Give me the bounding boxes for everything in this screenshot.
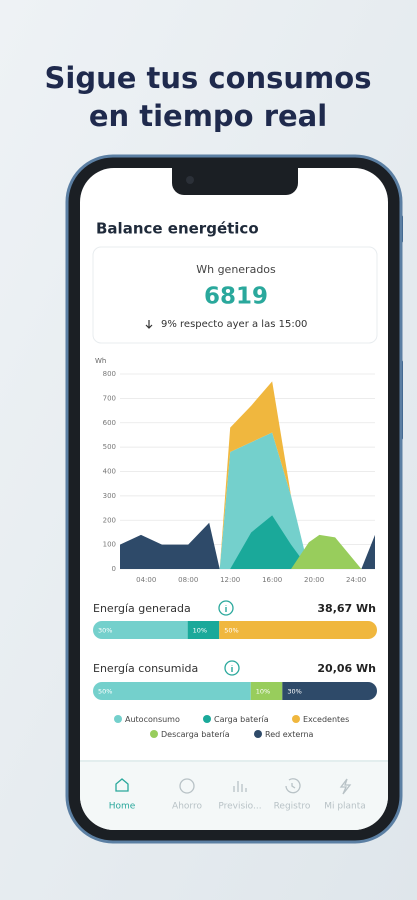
savings-icon[interactable] <box>179 778 195 794</box>
plant-icon[interactable] <box>339 778 352 795</box>
card-change: 9% respecto ayer a las 15:00 <box>161 319 307 330</box>
x-tick-label: 12:00 <box>220 576 240 584</box>
y-tick-label: 200 <box>103 516 116 524</box>
nav-label[interactable]: Mi planta <box>324 802 366 812</box>
info-icon[interactable] <box>218 600 234 616</box>
x-tick-label: 04:00 <box>136 576 156 584</box>
segment-label: 10% <box>256 688 270 696</box>
y-tick-label: 600 <box>103 419 116 427</box>
stacked-bar: 50% 10% 30% <box>93 682 377 700</box>
x-tick-label: 20:00 <box>304 576 324 584</box>
y-axis-label: Wh <box>95 357 106 365</box>
nav-bar <box>80 760 388 830</box>
area <box>120 432 375 569</box>
bar-segment <box>93 682 251 700</box>
nav-label[interactable]: Ahorro <box>172 802 202 812</box>
y-tick-label: 0 <box>112 565 116 573</box>
bar-total: 38,67 Wh <box>317 602 376 615</box>
segment-label: 30% <box>98 627 112 635</box>
legend-label: Autoconsumo <box>125 715 180 724</box>
y-tick-label: 100 <box>103 541 116 549</box>
x-tick-label: 24:00 <box>346 576 366 584</box>
legend-label: Descarga batería <box>161 730 230 739</box>
headline: en tiempo real <box>89 99 327 133</box>
bar-segment <box>250 682 283 700</box>
forecast-icon[interactable] <box>233 781 247 792</box>
x-tick-label: 16:00 <box>262 576 282 584</box>
nav-items: Home Ahorro Previsio... Registro Mi planta <box>109 802 366 812</box>
legend-swatch <box>203 715 211 723</box>
card-value: 6819 <box>204 284 268 310</box>
summary-card <box>92 246 378 344</box>
area <box>120 515 375 569</box>
stacked-bar: 30% 10% 50% <box>93 621 377 639</box>
nav-label[interactable]: Home <box>109 802 136 812</box>
legend-swatch <box>150 730 158 738</box>
x-tick-label: 08:00 <box>178 576 198 584</box>
segment-label: 10% <box>193 627 207 635</box>
down-arrow <box>145 320 153 329</box>
notch <box>172 168 298 195</box>
y-tick-label: 300 <box>103 492 116 500</box>
card-label: Wh generados <box>196 263 276 276</box>
info-icon[interactable] <box>224 660 240 676</box>
legend: Autoconsumo Carga batería Excedentes Descar… <box>114 715 349 739</box>
segment-label: 30% <box>287 688 301 696</box>
camera <box>186 176 194 184</box>
legend-label: Excedentes <box>303 715 349 724</box>
bar-segment <box>219 621 377 639</box>
y-tick-label: 500 <box>103 443 116 451</box>
bar-total: 20,06 Wh <box>317 662 376 675</box>
nav-label[interactable]: Previsio... <box>218 802 261 812</box>
legend-swatch <box>254 730 262 738</box>
area <box>120 381 375 569</box>
history-icon[interactable] <box>285 778 301 794</box>
nav-label[interactable]: Registro <box>274 802 311 812</box>
y-tick-label: 700 <box>103 394 116 402</box>
y-tick-label: 400 <box>103 468 116 476</box>
y-tick-label: 800 <box>103 370 116 378</box>
area <box>120 534 375 569</box>
nav-icons <box>115 778 352 795</box>
segment-label: 50% <box>98 688 112 696</box>
bar-title: Energía generada <box>93 602 191 615</box>
area <box>120 522 375 569</box>
bar-segment <box>282 682 377 700</box>
legend-label: Red externa <box>265 730 314 739</box>
bar-segment <box>187 621 220 639</box>
legend-swatch <box>292 715 300 723</box>
area-chart: 0 100 200 300 400 500 600 700 800 04:00 08:00 12:00… <box>103 370 375 584</box>
headline: Sigue tus consumos <box>45 61 372 95</box>
home-icon[interactable] <box>115 778 129 792</box>
segment-label: 50% <box>224 627 238 635</box>
legend-label: Carga batería <box>214 715 269 724</box>
screen-title: Balance energético <box>96 220 259 238</box>
bar-segment <box>93 621 188 639</box>
bar-title: Energía consumida <box>93 662 198 675</box>
legend-swatch <box>114 715 122 723</box>
